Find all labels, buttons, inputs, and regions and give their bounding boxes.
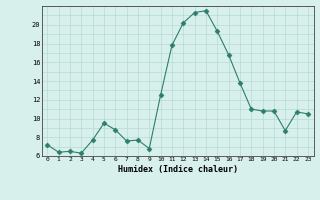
X-axis label: Humidex (Indice chaleur): Humidex (Indice chaleur): [118, 165, 237, 174]
